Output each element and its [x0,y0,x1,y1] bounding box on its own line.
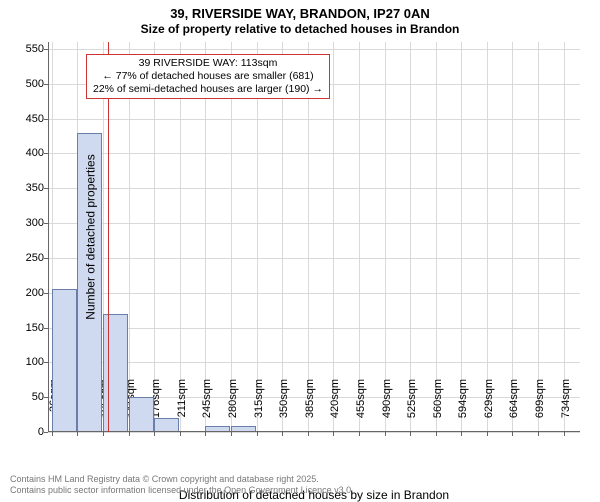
page-subtitle: Size of property relative to detached ho… [0,22,600,37]
annotation-line1: 39 RIVERSIDE WAY: 113sqm [93,57,323,70]
xtick-label: 420sqm [329,379,341,434]
gridline-v [180,42,181,432]
xtick-label: 594sqm [457,379,469,434]
gridline-v [410,42,411,432]
gridline-h [48,188,580,189]
gridline-v [129,42,130,432]
histogram-bar [52,289,77,432]
xtick-label: 734sqm [560,379,572,434]
gridline-h [48,258,580,259]
xtick-label: 664sqm [508,379,520,434]
page-title: 39, RIVERSIDE WAY, BRANDON, IP27 0AN [0,6,600,22]
ytick-label: 300 [26,217,48,229]
gridline-h [48,49,580,50]
xtick-label: 490sqm [381,379,393,434]
xtick-label: 525sqm [406,379,418,434]
annotation-line3: 22% of semi-detached houses are larger (… [93,83,323,96]
histogram-bar [154,418,179,432]
gridline-v [257,42,258,432]
title-block: 39, RIVERSIDE WAY, BRANDON, IP27 0AN Siz… [0,0,600,37]
annotation-box: 39 RIVERSIDE WAY: 113sqm ← 77% of detach… [86,54,330,99]
y-axis-line [48,42,49,432]
y-axis-label: Number of detached properties [84,154,98,319]
xtick-label: 560sqm [432,379,444,434]
gridline-h [48,119,580,120]
xtick-label: 699sqm [534,379,546,434]
gridline-h [48,293,580,294]
histogram-bar [129,397,154,432]
gridline-v [308,42,309,432]
gridline-v [461,42,462,432]
ytick-label: 100 [26,356,48,368]
histogram-bar [103,314,128,432]
gridline-v [231,42,232,432]
ytick-label: 200 [26,287,48,299]
gridline-v [538,42,539,432]
gridline-v [154,42,155,432]
ytick-label: 250 [26,252,48,264]
ytick-label: 550 [26,43,48,55]
gridline-v [436,42,437,432]
gridline-v [512,42,513,432]
xtick-label: 385sqm [304,379,316,434]
histogram-plot: 05010015020025030035040045050055036sqm71… [48,42,580,432]
ytick-label: 150 [26,322,48,334]
gridline-v [487,42,488,432]
gridline-v [359,42,360,432]
ytick-label: 350 [26,182,48,194]
credits: Contains HM Land Registry data © Crown c… [10,474,354,496]
xtick-label: 350sqm [278,379,290,434]
gridline-v [385,42,386,432]
credits-line2: Contains public sector information licen… [10,485,354,496]
ytick-label: 0 [38,426,48,438]
highlight-line [108,42,109,432]
gridline-v [205,42,206,432]
gridline-v [564,42,565,432]
annotation-line2: ← 77% of detached houses are smaller (68… [93,70,323,83]
ytick-label: 400 [26,147,48,159]
gridline-h [48,223,580,224]
credits-line1: Contains HM Land Registry data © Crown c… [10,474,354,485]
plot-area: 05010015020025030035040045050055036sqm71… [48,42,580,432]
gridline-h [48,153,580,154]
gridline-v [282,42,283,432]
gridline-v [333,42,334,432]
x-axis-line [48,431,580,432]
xtick-label: 629sqm [483,379,495,434]
xtick-label: 455sqm [355,379,367,434]
ytick-label: 450 [26,113,48,125]
ytick-label: 500 [26,78,48,90]
ytick-label: 50 [32,391,48,403]
